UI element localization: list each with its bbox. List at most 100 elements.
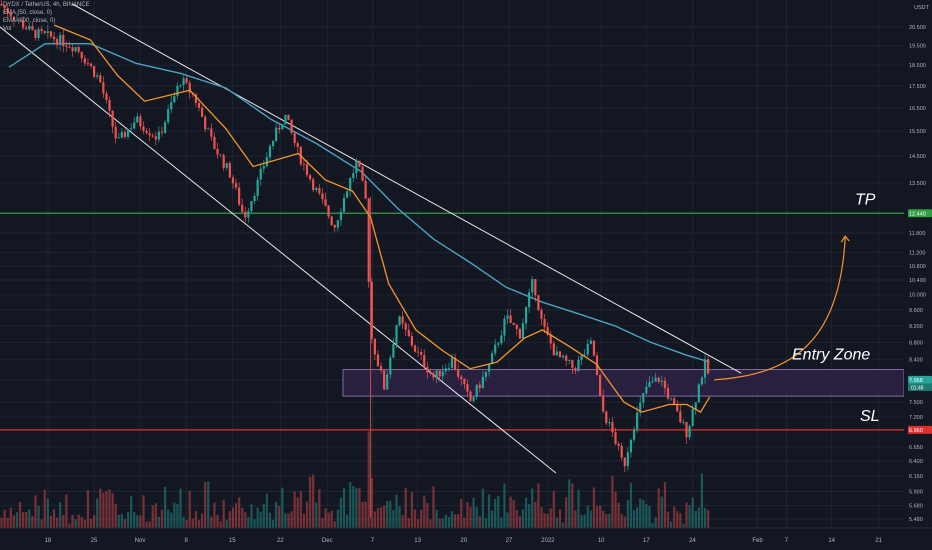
volume-bar [457, 514, 460, 528]
candle-body [512, 322, 515, 325]
candle-body [494, 344, 497, 354]
volume-bar [416, 519, 420, 528]
candle-body [589, 340, 592, 344]
price-tick-label: 10.000 [909, 293, 926, 299]
candle-body [623, 457, 626, 467]
candle-body [410, 336, 413, 346]
channel-upper-line[interactable] [72, 3, 742, 374]
time-axis[interactable]: 18 25 Nov 8 15 22 Dec 7 13 20 27 2022 10 17 24 Feb 7 14 21 [0, 527, 932, 544]
candle-body [188, 82, 191, 93]
volume-bar [114, 503, 117, 528]
candle-body [478, 384, 481, 389]
candle-body [176, 85, 179, 96]
volume-bar [77, 514, 80, 528]
channel-lower-line[interactable] [0, 26, 557, 474]
volume-bar [512, 500, 515, 528]
legend-vol[interactable]: Vol [3, 26, 12, 32]
volume-bar [651, 522, 654, 528]
volume-bar [241, 507, 244, 528]
candle-body [487, 364, 491, 372]
candle-body [160, 131, 164, 133]
volume-bar [188, 491, 191, 528]
candle-body [59, 35, 62, 45]
volume-bar [605, 514, 608, 528]
volume-bar [534, 501, 537, 528]
candle-body [491, 353, 494, 365]
currency-label: USDT [914, 5, 930, 11]
candle-body [416, 351, 420, 353]
candle-body [685, 422, 688, 438]
volume-bar [555, 517, 559, 528]
candle-body [497, 343, 500, 345]
candle-body [429, 372, 432, 374]
volume-bar [503, 483, 506, 528]
volume-bar [308, 476, 312, 528]
price-tick-label: 6.400 [909, 459, 923, 465]
candle-body [346, 191, 349, 198]
candle-body [111, 110, 114, 127]
volume-bar [52, 509, 56, 528]
candle-body [339, 211, 343, 221]
candle-body [0, 4, 3, 6]
volume-bar [515, 510, 518, 528]
price-tick-label: 6.960 [909, 428, 923, 434]
volume-bar [225, 519, 228, 528]
volume-bar [611, 475, 614, 528]
candle-body [43, 31, 46, 33]
volume-bar [176, 504, 179, 528]
volume-bar [28, 509, 31, 528]
volume-bar [262, 504, 265, 528]
countdown-bg [908, 383, 932, 391]
legend-ema200[interactable]: EMA (200, close, 0) [3, 18, 56, 24]
price-tick-label: 8.400 [909, 358, 923, 364]
candle-body [6, 8, 9, 14]
candle-body [475, 384, 478, 398]
candle-body [256, 179, 259, 196]
volume-bar [305, 501, 309, 528]
legend-ema50[interactable]: EMA (50, close, 0) [3, 10, 53, 16]
candle-body [528, 292, 531, 308]
volume-bar [386, 500, 389, 528]
volume-bar [580, 514, 583, 528]
candle-body [179, 85, 182, 86]
volume-bar [540, 507, 543, 528]
volume-bar [204, 481, 207, 528]
candle-body [398, 316, 401, 326]
candle-body [31, 26, 34, 30]
price-tick-label: 14.500 [909, 154, 926, 160]
volume-bar [336, 509, 339, 528]
candle-body [71, 47, 74, 52]
volume-bar [383, 505, 386, 528]
volume-bar [441, 518, 444, 528]
volume-bar [296, 497, 299, 528]
candle-body [673, 398, 676, 405]
candle-body [654, 377, 657, 382]
candle-body [219, 154, 222, 156]
candle-body [636, 412, 639, 430]
volume-bar [472, 497, 475, 528]
candle-body [389, 357, 392, 375]
volume-bar [673, 506, 676, 528]
price-tick-label: 11.200 [909, 250, 925, 256]
candle-body [447, 367, 451, 369]
candle-body [123, 132, 127, 137]
countdown-label: 01:48 [911, 385, 924, 391]
candle-body [682, 422, 685, 423]
price-axis[interactable]: USDT 20.500 19.500 18.500 17.500 16.500 15.500… [904, 0, 932, 550]
candle-body [120, 132, 123, 138]
volume-bar [62, 514, 65, 528]
price-tick-label: 13.500 [909, 181, 926, 187]
volume-bar [420, 509, 423, 528]
candle-body [293, 132, 296, 144]
volume-bar [55, 517, 59, 528]
volume-bar [34, 495, 37, 528]
candle-body [315, 187, 318, 191]
legend-symbol[interactable]: DYDX / TetherUS, 4h, BINANCE [3, 2, 90, 8]
volume-bar [142, 495, 145, 528]
volume-bar [379, 507, 383, 528]
volume-bar [703, 507, 707, 528]
volume-bar [18, 501, 22, 528]
candle-body [312, 179, 315, 191]
projection-arrow[interactable] [714, 236, 846, 381]
